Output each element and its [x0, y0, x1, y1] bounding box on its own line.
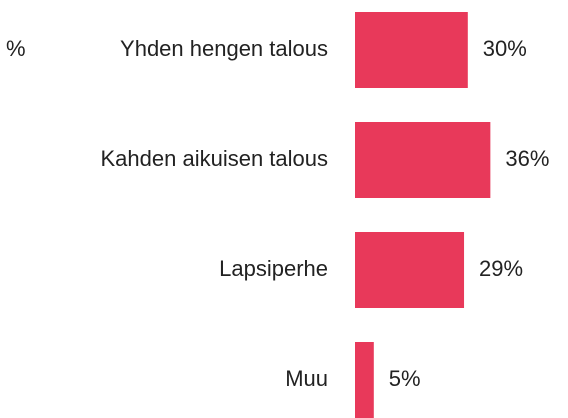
category-label: Muu — [285, 366, 328, 391]
category-label: Lapsiperhe — [219, 256, 328, 281]
bar — [355, 12, 468, 88]
value-label: 5% — [389, 366, 421, 391]
bar — [355, 342, 374, 418]
value-label: 29% — [479, 256, 523, 281]
value-label: 36% — [505, 146, 549, 171]
category-label: Kahden aikuisen talous — [101, 146, 329, 171]
bar — [355, 122, 491, 198]
category-label: Yhden hengen talous — [120, 36, 328, 61]
annotation: % — [6, 36, 26, 61]
bar — [355, 232, 465, 308]
value-label: 30% — [483, 36, 527, 61]
